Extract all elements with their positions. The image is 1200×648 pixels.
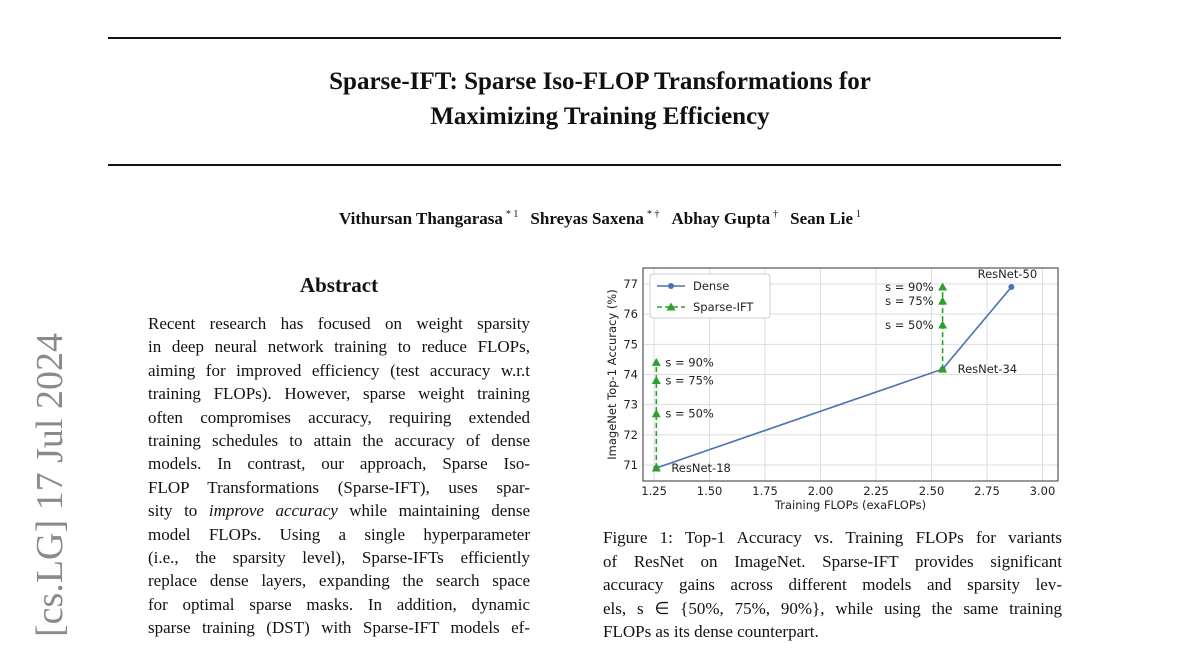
y-tick-label: 71: [623, 458, 638, 472]
author: Abhay Gupta †: [671, 209, 778, 228]
abstract-line: aiming for improved efficiency (test acc…: [148, 360, 530, 380]
marker: [666, 302, 676, 311]
top-rule: [108, 37, 1061, 39]
x-axis-label: Training FLOPs (exaFLOPs): [774, 498, 926, 512]
author: Sean Lie 1: [790, 209, 861, 228]
marker: [938, 282, 948, 291]
abstract-text: improve accuracy: [208, 501, 338, 521]
author-name: Shreyas Saxena: [530, 209, 644, 228]
point-label: s = 50%: [885, 318, 934, 332]
y-tick-label: 73: [623, 398, 638, 412]
x-tick-label: 1.50: [697, 484, 723, 498]
abstract-line: training FLOPs). However, sparse weight …: [148, 384, 530, 404]
abstract-line: sparse training (DST) with Sparse-IFT mo…: [148, 618, 530, 638]
marker: [1008, 284, 1015, 291]
abstract-line: in deep neural network training to reduc…: [148, 337, 530, 357]
marker: [938, 320, 948, 329]
y-axis-label: ImageNet Top-1 Accuracy (%): [605, 289, 619, 459]
plot-frame: [642, 267, 1059, 482]
abstract-line: often compromises accuracy, requiring ex…: [148, 407, 530, 427]
abstract-heading: Abstract: [299, 273, 379, 297]
caption-line: accuracy gains across different models a…: [603, 575, 1062, 595]
legend-box: [649, 273, 771, 319]
point-label: s = 75%: [885, 294, 934, 308]
author-affiliation: 1: [855, 209, 861, 221]
abstract-line: for optimal sparse masks. In addition, d…: [148, 594, 530, 614]
abstract-line: training schedules to attain the accurac…: [148, 431, 530, 450]
title-line: Maximizing Training Efficiency: [430, 103, 770, 130]
y-tick-label: 77: [623, 277, 638, 291]
x-tick-label: 2.75: [974, 484, 1000, 498]
point-label: s = 90%: [885, 280, 934, 294]
y-tick-label: 75: [623, 337, 638, 351]
caption-line: of ResNet on ImageNet. Sparse-IFT provid…: [603, 551, 1062, 571]
legend-label: Dense: [693, 279, 729, 293]
caption-line: FLOPs as its dense counterpart.: [603, 622, 819, 642]
title-line: Sparse-IFT: Sparse Iso-FLOP Transformati…: [329, 68, 871, 95]
author-name: Sean Lie: [790, 209, 853, 228]
author: Shreyas Saxena * †: [530, 209, 659, 228]
y-tick-label: 74: [623, 368, 638, 382]
x-tick-label: 2.00: [808, 484, 834, 498]
marker: [651, 463, 661, 472]
marker: [938, 364, 948, 373]
author-name: Vithursan Thangarasa: [339, 209, 503, 228]
author-affiliation: †: [773, 209, 779, 221]
abstract-text: sity to: [148, 501, 209, 521]
marker: [651, 376, 661, 385]
marker: [938, 296, 948, 305]
abstract-line: model FLOPs. Using a single hyperparamet…: [148, 524, 530, 544]
x-tick-label: 1.25: [641, 484, 667, 498]
bottom-rule: [108, 164, 1061, 166]
point-label: ResNet-18: [671, 461, 731, 475]
x-tick-label: 1.75: [752, 484, 778, 498]
author-affiliation: * †: [646, 209, 660, 221]
abstract-line: (i.e., the sparsity level), Sparse-IFTs …: [148, 548, 530, 567]
legend-label: Sparse-IFT: [693, 300, 754, 314]
marker: [668, 283, 674, 289]
x-tick-label: 3.00: [1030, 484, 1056, 498]
authors: Vithursan Thangarasa * 1 Shreyas Saxena * †…: [0, 209, 1200, 229]
point-label: ResNet-50: [978, 267, 1038, 281]
legend: Dense Sparse-IFT: [649, 273, 771, 319]
author: Vithursan Thangarasa * 1: [339, 209, 518, 228]
x-tick-label: 2.50: [919, 484, 945, 498]
point-label: s = 50%: [665, 407, 714, 421]
abstract-line: sity to improve accuracy while maintaini…: [148, 500, 530, 522]
caption-line: els, s ∈ {50%, 75%, 90%}, while using th…: [603, 598, 1062, 618]
abstract-line: replace dense layers, expanding the sear…: [148, 571, 530, 591]
y-tick-label: 76: [623, 307, 638, 321]
author-name: Abhay Gupta: [671, 209, 771, 228]
marker: [651, 357, 661, 366]
abstract-line: Recent research has focused on weight sp…: [148, 314, 530, 333]
y-tick-label: 72: [623, 428, 638, 442]
abstract-line: FLOP Transformations (Sparse-IFT), uses …: [148, 477, 530, 497]
author-affiliation: * 1: [505, 209, 519, 221]
point-label: s = 90%: [665, 355, 714, 369]
abstract-text: while maintaining dense: [337, 501, 531, 521]
caption-line: Figure 1: Top-1 Accuracy vs. Training FL…: [603, 528, 1062, 547]
point-label: ResNet-34: [958, 362, 1018, 376]
point-label: s = 75%: [665, 374, 714, 388]
abstract-line: models. In contrast, our approach, Spars…: [148, 454, 530, 474]
marker: [651, 409, 661, 418]
x-tick-label: 2.25: [863, 484, 889, 498]
